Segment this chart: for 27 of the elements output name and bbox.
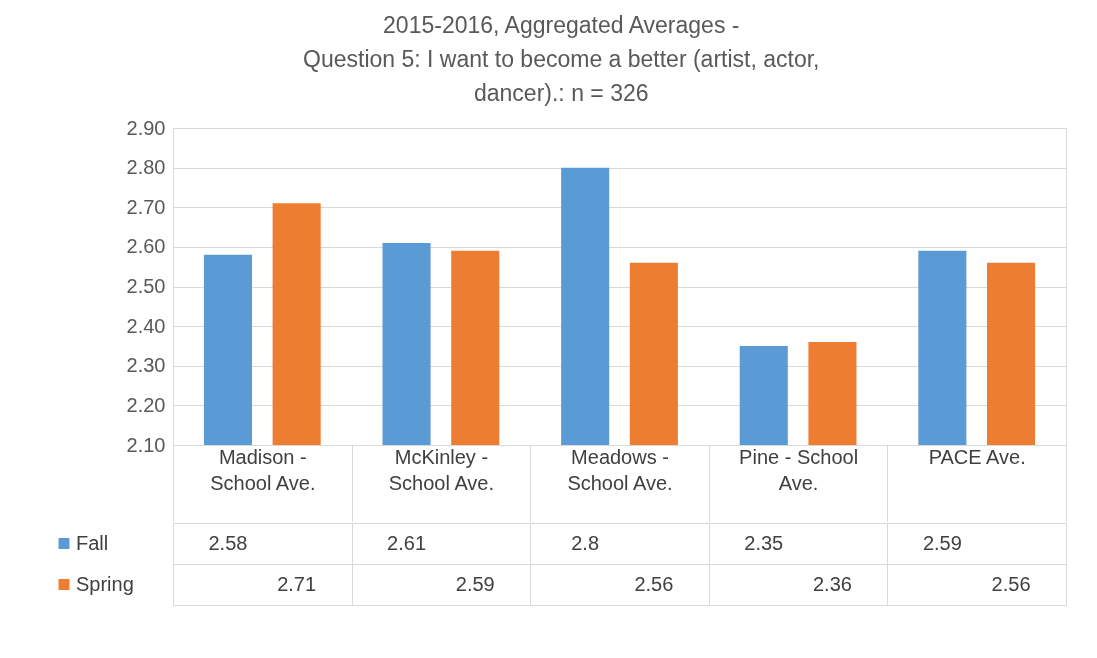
chart-title: 2015-2016, Aggregated Averages - Question 5: I want to become a better (artist, actor, dancer).: n = 326 <box>303 11 820 106</box>
y-tick-label: 2.20 <box>126 393 166 416</box>
y-tick-label: 2.70 <box>126 195 166 218</box>
data-label: 2.36 <box>812 572 852 595</box>
data-label: 2.8 <box>571 531 600 554</box>
data-label: 2.56 <box>634 572 674 595</box>
data-label: 2.59 <box>922 531 962 554</box>
y-tick-label: 2.50 <box>126 275 166 297</box>
y-tick-label: 2.80 <box>126 156 166 179</box>
y-tick-label: 2.30 <box>126 354 166 377</box>
data-label: 2.71 <box>277 572 317 595</box>
y-tick-label: 2.90 <box>126 116 166 139</box>
y-tick-label: 2.40 <box>126 314 166 337</box>
data-label: 2.35 <box>744 531 784 554</box>
y-tick-label: 2.10 <box>126 433 166 456</box>
y-tick-label: 2.60 <box>126 235 166 258</box>
data-label: 2.56 <box>991 572 1031 595</box>
x-tick-label: McKinley - School Ave. <box>388 445 495 494</box>
legend-label: Spring <box>76 572 134 595</box>
x-tick-label: Madison - School Ave. <box>210 445 316 494</box>
x-tick-label: PACE Ave. <box>928 445 1026 468</box>
x-tick-label: Meadows - School Ave. <box>567 445 673 494</box>
x-tick-label: Pine - School Ave. <box>739 445 859 494</box>
data-label: 2.58 <box>208 531 248 554</box>
data-label: 2.61 <box>387 531 427 554</box>
data-label: 2.59 <box>455 572 495 595</box>
legend-label: Fall <box>76 531 109 554</box>
